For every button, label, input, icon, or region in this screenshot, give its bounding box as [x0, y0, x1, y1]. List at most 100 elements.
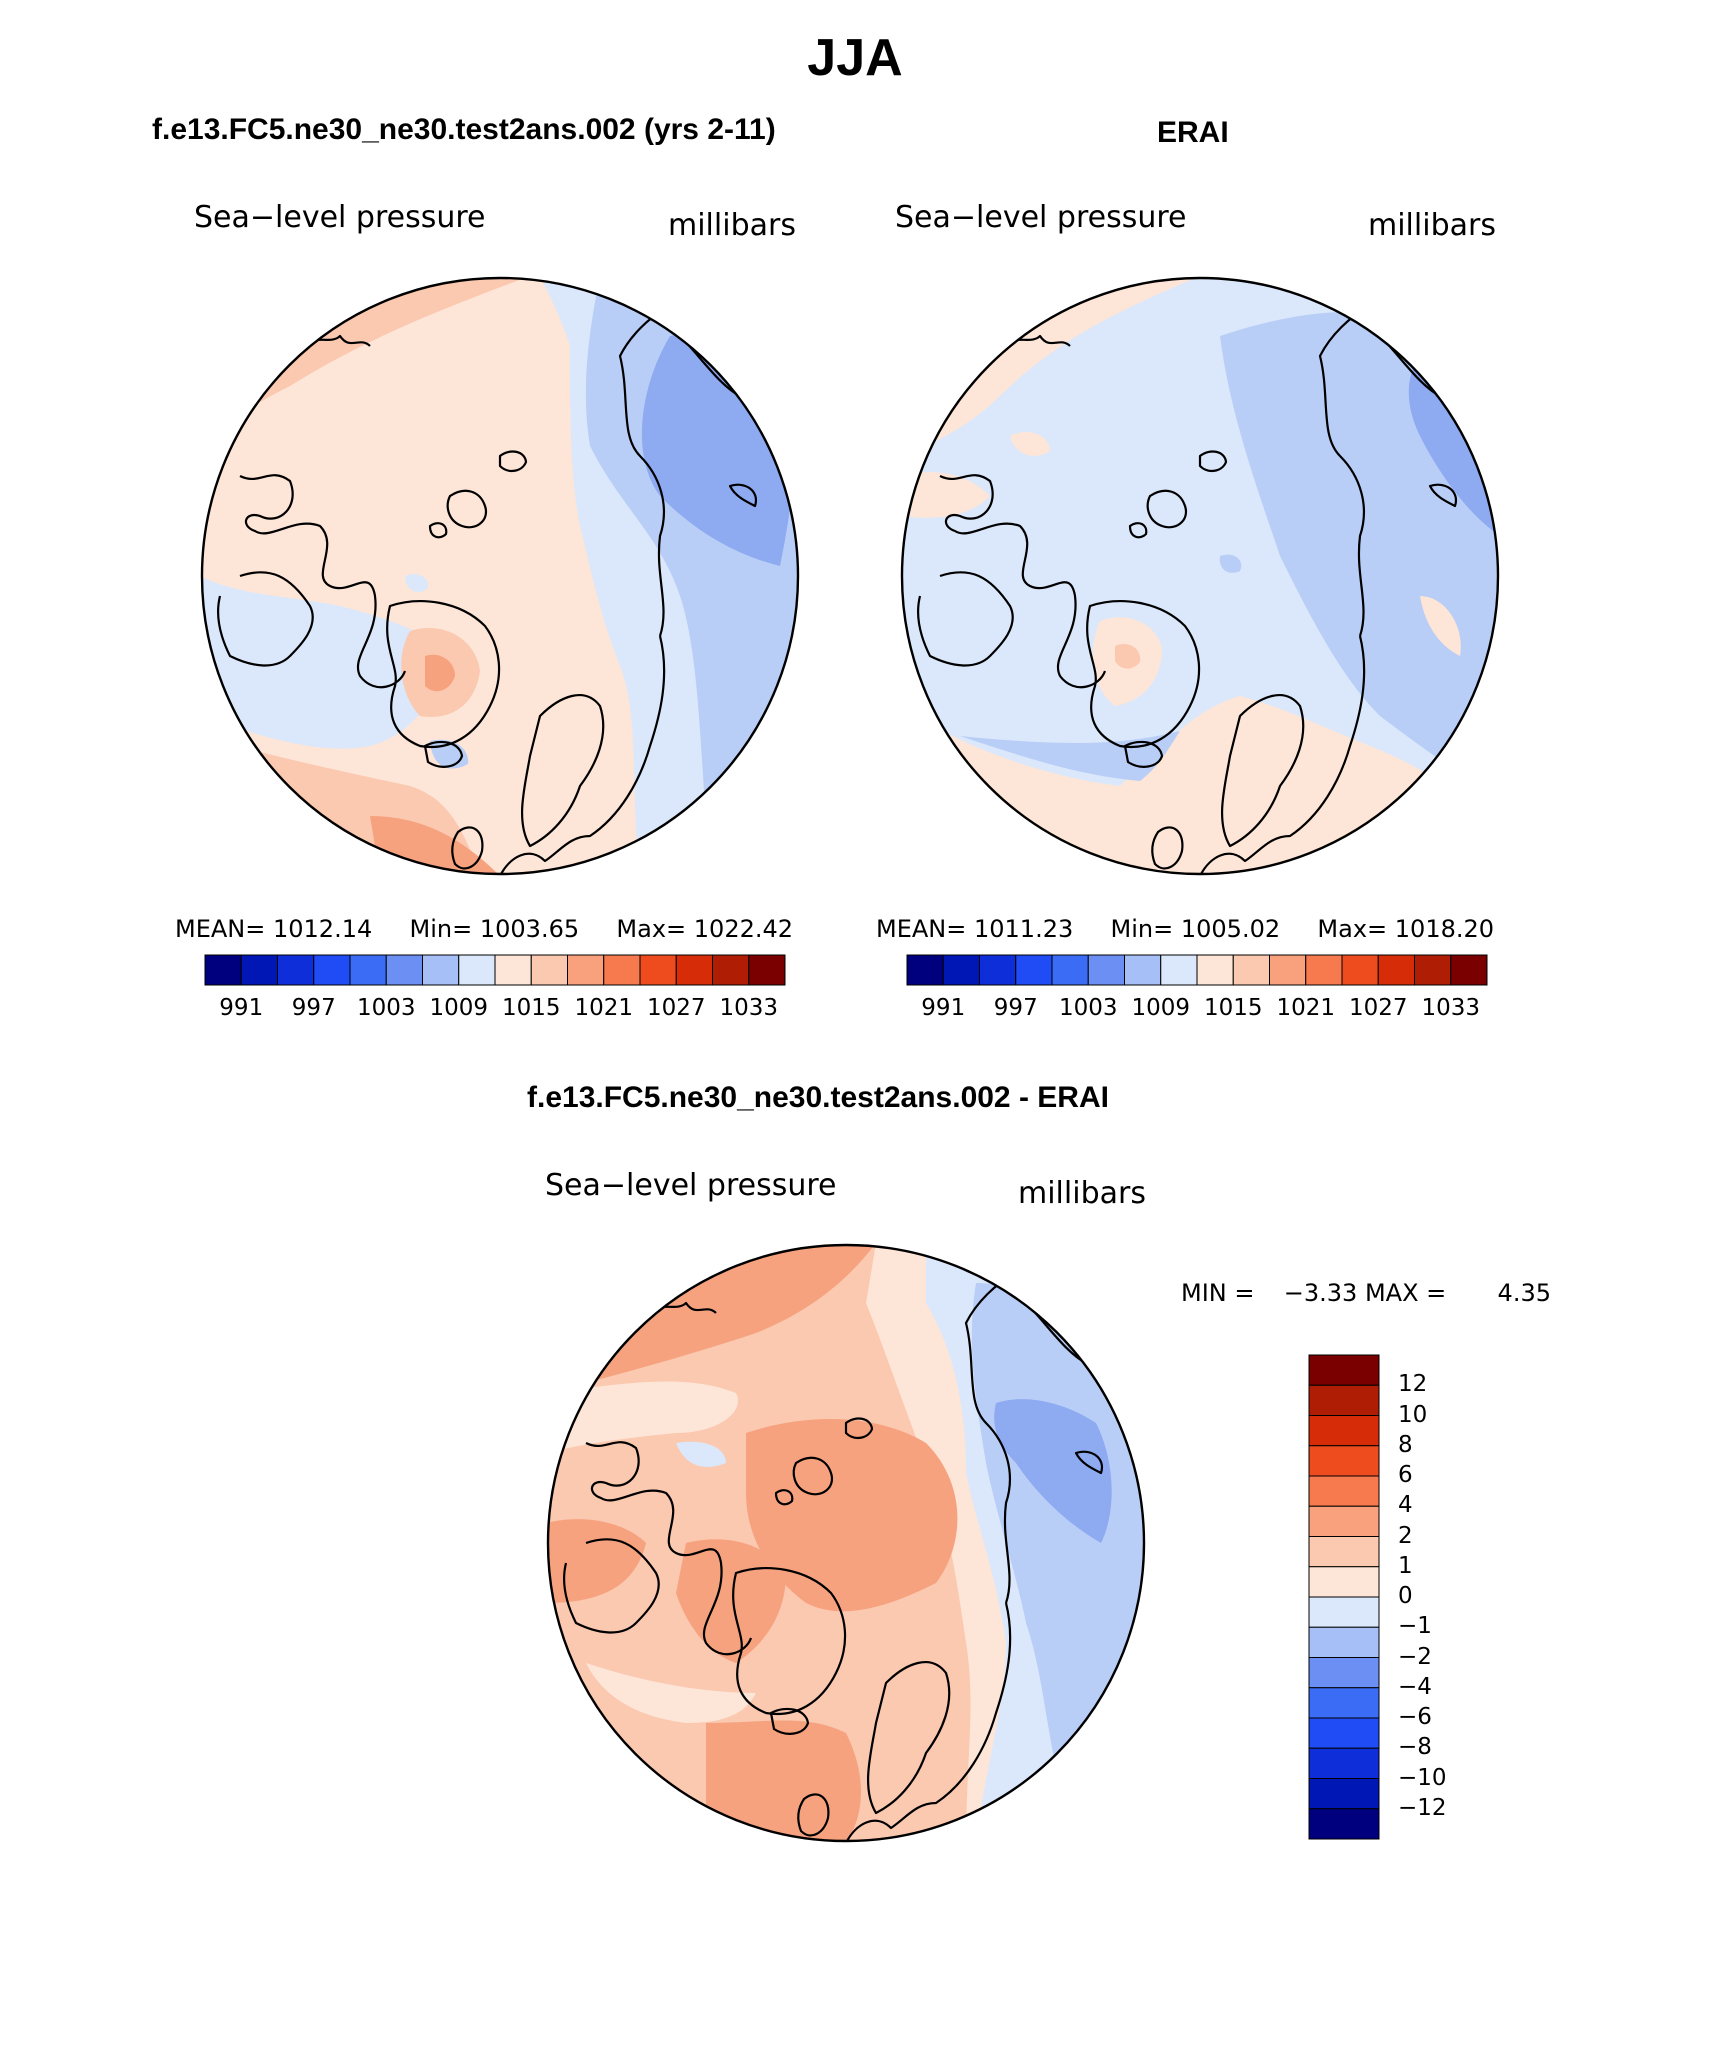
- panel-3-field-orange-center: [746, 1419, 958, 1612]
- panel-2-field-north-peach: [1010, 431, 1050, 456]
- panel-3-coast-iceland: [769, 1707, 810, 1735]
- panel-2-colorbar: [906, 954, 1488, 986]
- panel-2-min-value: 1005.02: [1180, 915, 1281, 943]
- panel-1-colorbar-tick: 1033: [719, 995, 779, 1021]
- panel-2-colorbar-bin: [979, 954, 1017, 986]
- panel-2-coast-greenland: [1086, 600, 1201, 749]
- panel-1-mean-label: MEAN=: [175, 915, 266, 943]
- panel-2-colorbar-tick: 1009: [1131, 995, 1191, 1021]
- panel-2-variable-label: Sea−level pressure: [895, 200, 1187, 235]
- panel-1-field-blue-west: [202, 576, 450, 749]
- panel-1-field-pole-blue: [405, 574, 429, 592]
- panel-3-colorbar-tick: −8: [1398, 1734, 1432, 1761]
- panel-1-coast-europe: [499, 635, 666, 874]
- panel-1-max-label: Max=: [616, 915, 687, 943]
- panel-2-colorbar-bin: [1015, 954, 1053, 986]
- panel-3-max-label: MAX =: [1364, 1279, 1447, 1307]
- panel-3-coast-british-isles: [797, 1793, 830, 1837]
- panel-2-coast-scandinavia: [1220, 694, 1305, 848]
- panel-3-coast-canada: [585, 1441, 753, 1656]
- panel-3-minmax: MIN = −3.33 MAX = 4.35: [1181, 1279, 1551, 1307]
- panel-1-coast-kamchatka: [728, 483, 758, 508]
- panel-3-coast-kamchatka: [1074, 1450, 1104, 1475]
- panel-2-colorbar-tick: 1015: [1203, 995, 1263, 1021]
- panel-2-max-label: Max=: [1317, 915, 1388, 943]
- panel-1-colorbar-bin: [567, 954, 605, 986]
- panel-1-field-greenland-peak: [425, 654, 455, 692]
- panel-1-colorbar-bin: [639, 954, 677, 986]
- panel-1-colorbar-tick: 1027: [646, 995, 706, 1021]
- panel-3-colorbar: [1308, 1354, 1380, 1840]
- panel-3-colorbar-bin: [1308, 1626, 1380, 1658]
- panel-2-units-label: millibars: [1368, 208, 1496, 243]
- panel-3-colorbar-bin: [1308, 1687, 1380, 1719]
- panel-3-colorbar-bin: [1308, 1717, 1380, 1749]
- panel-3-colorbar-tick: −6: [1398, 1704, 1432, 1730]
- panel-2-colorbar-bin: [1232, 954, 1270, 986]
- panel-1-colorbar-bin: [313, 954, 351, 986]
- panel-2-coast-kamchatka: [1428, 483, 1458, 508]
- panel-2-min-label: Min=: [1110, 915, 1174, 943]
- panel-2-title: ERAI: [1157, 116, 1229, 149]
- panel-2-coast-hudson-bay: [916, 571, 1014, 667]
- page-title: JJA: [807, 29, 903, 87]
- panel-2-colorbar-tick: 997: [993, 995, 1038, 1021]
- panel-3-colorbar-tick: 2: [1398, 1522, 1413, 1549]
- panel-2-coast-arctic-islands: [1128, 450, 1228, 539]
- panel-1-colorbar-bin: [603, 954, 641, 986]
- panel-2-colorbar-tick: 1027: [1348, 995, 1408, 1021]
- panel-3-colorbar-bin: [1308, 1415, 1380, 1447]
- panel-3-coast-arctic-islands: [774, 1417, 874, 1506]
- panel-3-coast-europe: [845, 1602, 1012, 1841]
- panel-3-colorbar-bin: [1308, 1536, 1380, 1568]
- panel-1-coast-arctic-islands: [428, 450, 528, 539]
- panel-1-map-border: [200, 276, 800, 876]
- panel-3-coast-greenland: [732, 1567, 847, 1716]
- panel-2-field-greenland-peak: [1115, 643, 1141, 669]
- panel-2-colorbar-bin: [1196, 954, 1234, 986]
- panel-2-coast-europe: [1199, 635, 1366, 874]
- panel-1-coast-hudson-bay: [216, 571, 314, 667]
- panel-3-colorbar-tick: 1: [1398, 1552, 1413, 1579]
- panel-1-colorbar-bin: [494, 954, 532, 986]
- panel-1-colorbar-tick: 991: [219, 995, 264, 1021]
- panel-2-colorbar-bin: [1414, 954, 1452, 986]
- panel-1-colorbar-bin: [675, 954, 713, 986]
- panel-1-mean-value: 1012.14: [273, 915, 373, 943]
- panel-2-colorbar-bin: [1377, 954, 1415, 986]
- panel-1-map: [200, 276, 800, 876]
- panel-3-units-label: millibars: [1018, 1176, 1146, 1211]
- panel-1-colorbar-bin: [458, 954, 496, 986]
- panel-1-variable-label: Sea−level pressure: [194, 200, 486, 235]
- panel-3-colorbar-bin: [1308, 1505, 1380, 1537]
- panel-3-colorbar-tick: 4: [1398, 1492, 1413, 1519]
- panel-2-colorbar-bin: [1305, 954, 1343, 986]
- panel-3-colorbar-tick: 12: [1398, 1371, 1428, 1398]
- panel-1-colorbar: [204, 954, 786, 986]
- panel-1-max-value: 1022.42: [693, 915, 794, 943]
- panel-2-colorbar-bin: [942, 954, 980, 986]
- panel-2-map-border: [900, 276, 1500, 876]
- panel-2-field-south-blue-band: [960, 731, 1180, 781]
- panel-2-colorbar-bin: [1341, 954, 1379, 986]
- panel-3-colorbar-bin: [1308, 1475, 1380, 1507]
- panel-3-colorbar-bin: [1308, 1596, 1380, 1628]
- panel-3-field-canada-orange: [548, 1519, 646, 1603]
- panel-3-colorbar-bin: [1308, 1657, 1380, 1689]
- panel-2-colorbar-tick: 1033: [1421, 995, 1481, 1021]
- panel-3-colorbar-tick: 10: [1398, 1401, 1428, 1428]
- panel-2-mean-value: 1011.23: [974, 915, 1074, 943]
- panel-3-colorbar-tick: 0: [1398, 1583, 1413, 1609]
- panel-3-colorbar-bin: [1308, 1384, 1380, 1416]
- panel-1-coast-greenland: [386, 600, 501, 749]
- panel-2-map: [900, 276, 1500, 876]
- panel-2-colorbar-tick: 1003: [1058, 995, 1118, 1021]
- panel-2-field-pole-blue: [1219, 554, 1242, 573]
- panel-1-title: f.e13.FC5.ne30_ne30.test2ans.002 (yrs 2-…: [152, 113, 776, 146]
- panel-3-colorbar-bin: [1308, 1747, 1380, 1779]
- panel-1-coast-iceland: [423, 740, 464, 768]
- panel-1-colorbar-bin: [748, 954, 786, 986]
- panel-1-min-value: 1003.65: [479, 915, 580, 943]
- panel-1-min-label: Min=: [409, 915, 473, 943]
- panel-3-map-border: [546, 1243, 1146, 1843]
